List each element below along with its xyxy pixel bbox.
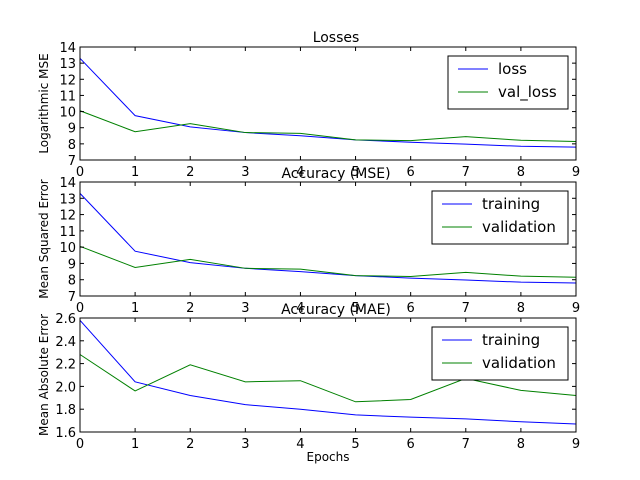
legend-label-val_loss: val_loss: [498, 83, 557, 102]
y-tick-label: 8: [68, 274, 76, 289]
x-tick-label: 1: [131, 165, 139, 180]
x-tick-label: 2: [186, 301, 194, 316]
x-tick-label: 7: [462, 301, 470, 316]
x-tick-label: 0: [76, 437, 84, 452]
y-axis-label-2: Mean Squared Error: [37, 179, 51, 299]
x-tick-label: 6: [407, 165, 415, 180]
series-line-3-validation: [79, 354, 577, 403]
y-tick-label: 9: [68, 122, 76, 137]
y-tick-label: 8: [68, 138, 76, 153]
x-tick-label: 8: [517, 165, 525, 180]
y-tick-label: 9: [68, 257, 76, 272]
plot-frame-3: [79, 317, 577, 433]
legend-box-2: [431, 190, 569, 245]
y-tick-label: 2.0: [55, 380, 76, 395]
y-tick-label: 1.8: [55, 403, 76, 418]
x-tick-label: 9: [572, 165, 580, 180]
y-tick-label: 1.6: [55, 426, 76, 441]
y-axis-label-3: Mean Absolute Error: [37, 314, 51, 436]
x-tick-label: 4: [296, 301, 304, 316]
y-tick-label: 7: [68, 154, 76, 169]
chart-title-3: Accuracy (MAE): [281, 302, 391, 318]
x-tick-label: 5: [351, 165, 359, 180]
x-tick-label: 4: [296, 165, 304, 180]
series-line-2-validation: [79, 245, 577, 278]
series-line-2-training: [79, 193, 577, 284]
x-axis-label: Epochs: [307, 450, 350, 464]
legend-label-loss: loss: [498, 60, 527, 78]
y-tick-label: 2.4: [55, 335, 76, 350]
y-tick-label: 12: [59, 209, 76, 224]
legend-label-training: training: [482, 331, 540, 349]
y-tick-label: 2.6: [55, 312, 76, 327]
x-tick-label: 5: [351, 437, 359, 452]
y-tick-label: 14: [59, 176, 76, 191]
y-tick-label: 7: [68, 290, 76, 305]
legend-box-3: [431, 326, 569, 381]
x-tick-label: 3: [241, 165, 249, 180]
y-tick-label: 14: [59, 41, 76, 56]
legend-box-1: [447, 55, 569, 110]
y-tick-label: 10: [59, 106, 76, 121]
series-line-3-training: [79, 319, 577, 425]
x-tick-label: 2: [186, 437, 194, 452]
x-tick-label: 0: [76, 301, 84, 316]
y-tick-label: 11: [59, 225, 76, 240]
series-line-1-val_loss: [79, 110, 577, 142]
plot-frame-1: [79, 46, 577, 161]
y-tick-label: 11: [59, 89, 76, 104]
y-tick-label: 13: [59, 192, 76, 207]
legend-label-validation: validation: [482, 354, 556, 372]
x-tick-label: 1: [131, 437, 139, 452]
x-tick-label: 8: [517, 301, 525, 316]
plot-frame-2: [79, 181, 577, 297]
x-tick-label: 9: [572, 437, 580, 452]
legend-label-training: training: [482, 195, 540, 213]
y-axis-label-1: Logarithmic MSE: [37, 53, 51, 153]
x-tick-label: 3: [241, 437, 249, 452]
series-line-1-loss: [79, 57, 577, 148]
x-tick-label: 9: [572, 301, 580, 316]
y-tick-label: 13: [59, 57, 76, 72]
x-tick-label: 8: [517, 437, 525, 452]
y-tick-label: 12: [59, 73, 76, 88]
chart-title-2: Accuracy (MSE): [281, 166, 390, 182]
y-tick-label: 2.2: [55, 358, 76, 373]
x-tick-label: 2: [186, 165, 194, 180]
y-tick-label: 10: [59, 241, 76, 256]
x-tick-label: 6: [407, 437, 415, 452]
x-tick-label: 1: [131, 301, 139, 316]
legend-label-validation: validation: [482, 218, 556, 236]
x-tick-label: 0: [76, 165, 84, 180]
x-tick-label: 7: [462, 437, 470, 452]
x-tick-label: 6: [407, 301, 415, 316]
x-tick-label: 5: [351, 301, 359, 316]
chart-title-1: Losses: [313, 30, 360, 46]
x-tick-label: 3: [241, 301, 249, 316]
x-tick-label: 4: [296, 437, 304, 452]
x-tick-label: 7: [462, 165, 470, 180]
